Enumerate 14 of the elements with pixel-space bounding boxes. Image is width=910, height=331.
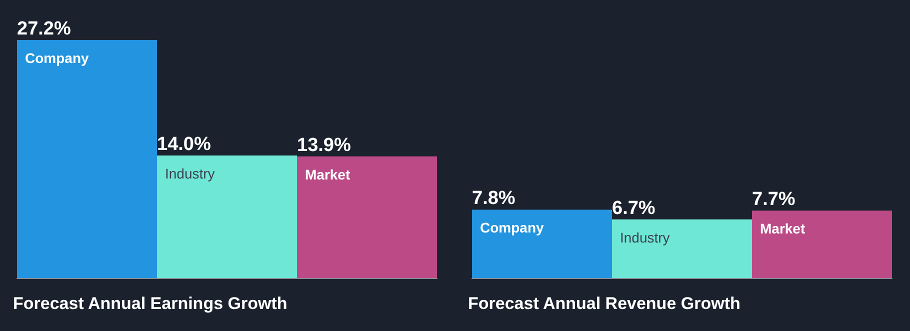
data-label: 13.9% [297, 134, 351, 156]
x-tick-label: Market [305, 166, 350, 182]
x-tick-label: Industry [620, 229, 670, 246]
text: Forecast Annual Revenue Growth [468, 294, 740, 313]
text: Forecast Annual Earnings Growth [13, 294, 288, 313]
x-tick-label: Market [760, 220, 806, 237]
data-label: 7.7% [752, 189, 796, 210]
data-label: 27.2% [17, 18, 71, 40]
data-label: 6.7% [612, 198, 656, 219]
x-tick-label: Industry [165, 165, 215, 182]
x-tick-label: Company [25, 50, 89, 66]
data-label: 7.8% [472, 188, 516, 210]
x-tick-label: Company [480, 220, 544, 236]
data-label: 14.0% [157, 134, 211, 155]
